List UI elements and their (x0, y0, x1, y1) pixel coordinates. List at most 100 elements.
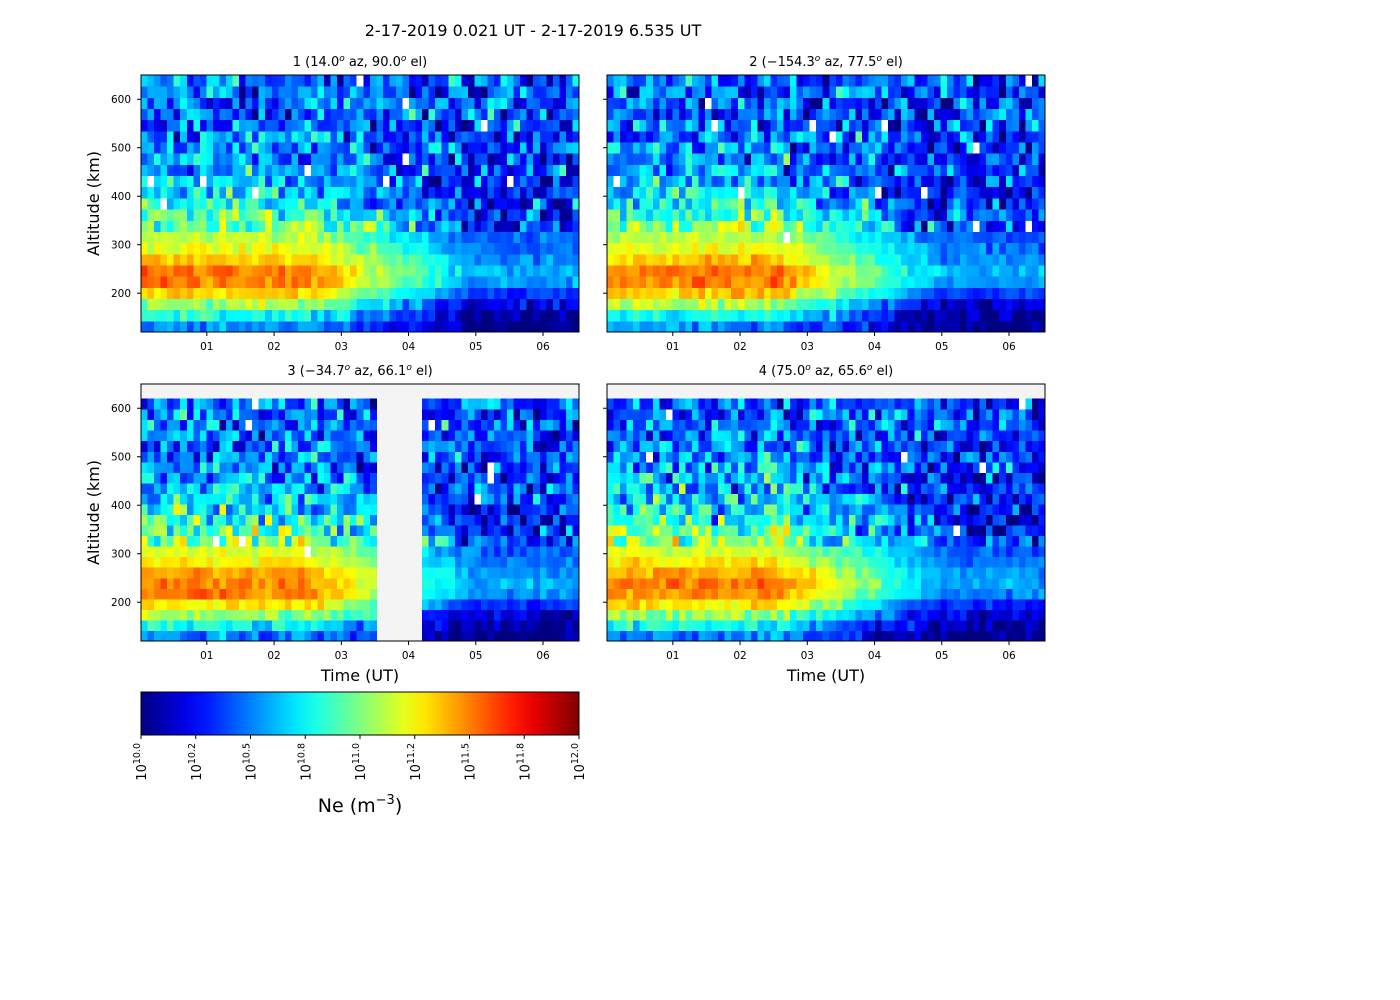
heatmap-cell (232, 197, 240, 210)
heatmap-cell (435, 231, 443, 244)
heatmap-cell (620, 197, 628, 210)
heatmap-cell (520, 242, 528, 255)
heatmap-cell (180, 482, 188, 494)
heatmap-cell (796, 253, 804, 266)
heatmap-cell (461, 309, 469, 322)
heatmap-cell (199, 186, 207, 199)
heatmap-cell (973, 253, 981, 266)
heatmap-cell (441, 108, 449, 121)
heatmap-cell (350, 482, 358, 494)
heatmap-cell (711, 535, 719, 547)
heatmap-cell (271, 598, 279, 610)
heatmap-cell (422, 419, 430, 431)
heatmap-cell (415, 153, 423, 165)
heatmap-cell (258, 451, 266, 463)
heatmap-cell (513, 609, 521, 621)
heatmap-cell (901, 309, 909, 322)
heatmap-cell (539, 186, 547, 199)
heatmap-cell (966, 86, 974, 98)
heatmap-cell (467, 535, 475, 547)
heatmap-cell (940, 108, 948, 121)
heatmap-cell (946, 264, 954, 277)
heatmap-cell (520, 514, 528, 526)
heatmap-cell (193, 398, 201, 410)
heatmap-cell (454, 482, 462, 494)
heatmap-cell (252, 220, 260, 232)
heatmap-cell (239, 461, 247, 473)
heatmap-cell (219, 320, 227, 333)
heatmap-cell (705, 430, 713, 442)
heatmap-cell (154, 86, 162, 98)
heatmap-cell (979, 197, 987, 210)
heatmap-cell (685, 197, 693, 210)
heatmap-cell (776, 309, 785, 322)
heatmap-cell (613, 556, 621, 568)
heatmap-cell (441, 164, 449, 177)
heatmap-cell (461, 535, 469, 547)
heatmap-cell (160, 142, 168, 154)
heatmap-cell (278, 86, 286, 98)
heatmap-cell (1025, 186, 1033, 199)
heatmap-cell (343, 588, 351, 600)
heatmap-cell (526, 409, 534, 421)
heatmap-cell (337, 503, 345, 515)
heatmap-cell (665, 108, 673, 121)
heatmap-cell (572, 493, 580, 505)
heatmap-cell (180, 130, 188, 143)
heatmap-cell (317, 482, 325, 494)
heatmap-cell (494, 630, 502, 642)
heatmap-cell (705, 398, 713, 410)
heatmap-cell (147, 209, 155, 221)
heatmap-cell (940, 220, 948, 232)
heatmap-cell (539, 398, 547, 410)
heatmap-cell (330, 567, 338, 579)
heatmap-cell (206, 451, 214, 463)
heatmap-cell (526, 482, 534, 494)
heatmap-cell (868, 220, 876, 232)
heatmap-cell (750, 164, 758, 177)
heatmap-cell (409, 119, 417, 132)
heatmap-cell (559, 493, 567, 505)
heatmap-cell (861, 175, 869, 188)
heatmap-cell (822, 253, 830, 266)
heatmap-cell (193, 287, 201, 299)
heatmap-cell (513, 493, 521, 505)
heatmap-cell (428, 598, 436, 610)
heatmap-cell (297, 482, 305, 494)
heatmap-cell (402, 209, 410, 221)
heatmap-cell (861, 287, 869, 299)
heatmap-cell (546, 276, 554, 288)
heatmap-cell (441, 197, 449, 210)
x-tick-label: 03 (335, 341, 348, 353)
heatmap-cell (461, 514, 469, 526)
heatmap-cell (428, 409, 436, 421)
heatmap-cell (672, 451, 680, 463)
heatmap-cell (232, 493, 240, 505)
heatmap-cell (193, 630, 201, 642)
heatmap-cell (317, 514, 325, 526)
heatmap-cell (539, 86, 547, 98)
heatmap-cell (552, 525, 560, 537)
heatmap-cell (672, 609, 680, 621)
heatmap-cell (718, 472, 726, 484)
heatmap-cell (763, 298, 771, 311)
heatmap-cell (252, 153, 260, 165)
heatmap-cell (691, 86, 700, 98)
heatmap-cell (415, 142, 423, 154)
heatmap-cell (973, 298, 981, 311)
x-tick-label: 05 (469, 650, 482, 662)
heatmap-cell (665, 130, 673, 143)
heatmap-cell (284, 320, 292, 333)
heatmap-cell (565, 440, 573, 452)
heatmap-cell (691, 253, 700, 266)
heatmap-cell (258, 482, 266, 494)
heatmap-cell (212, 577, 220, 589)
heatmap-cell (206, 472, 214, 484)
heatmap-cell (310, 567, 319, 579)
heatmap-cell (363, 287, 371, 299)
heatmap-cell (705, 264, 713, 277)
heatmap-cell (691, 588, 700, 600)
heatmap-cell (454, 440, 462, 452)
heatmap-cell (389, 320, 397, 333)
